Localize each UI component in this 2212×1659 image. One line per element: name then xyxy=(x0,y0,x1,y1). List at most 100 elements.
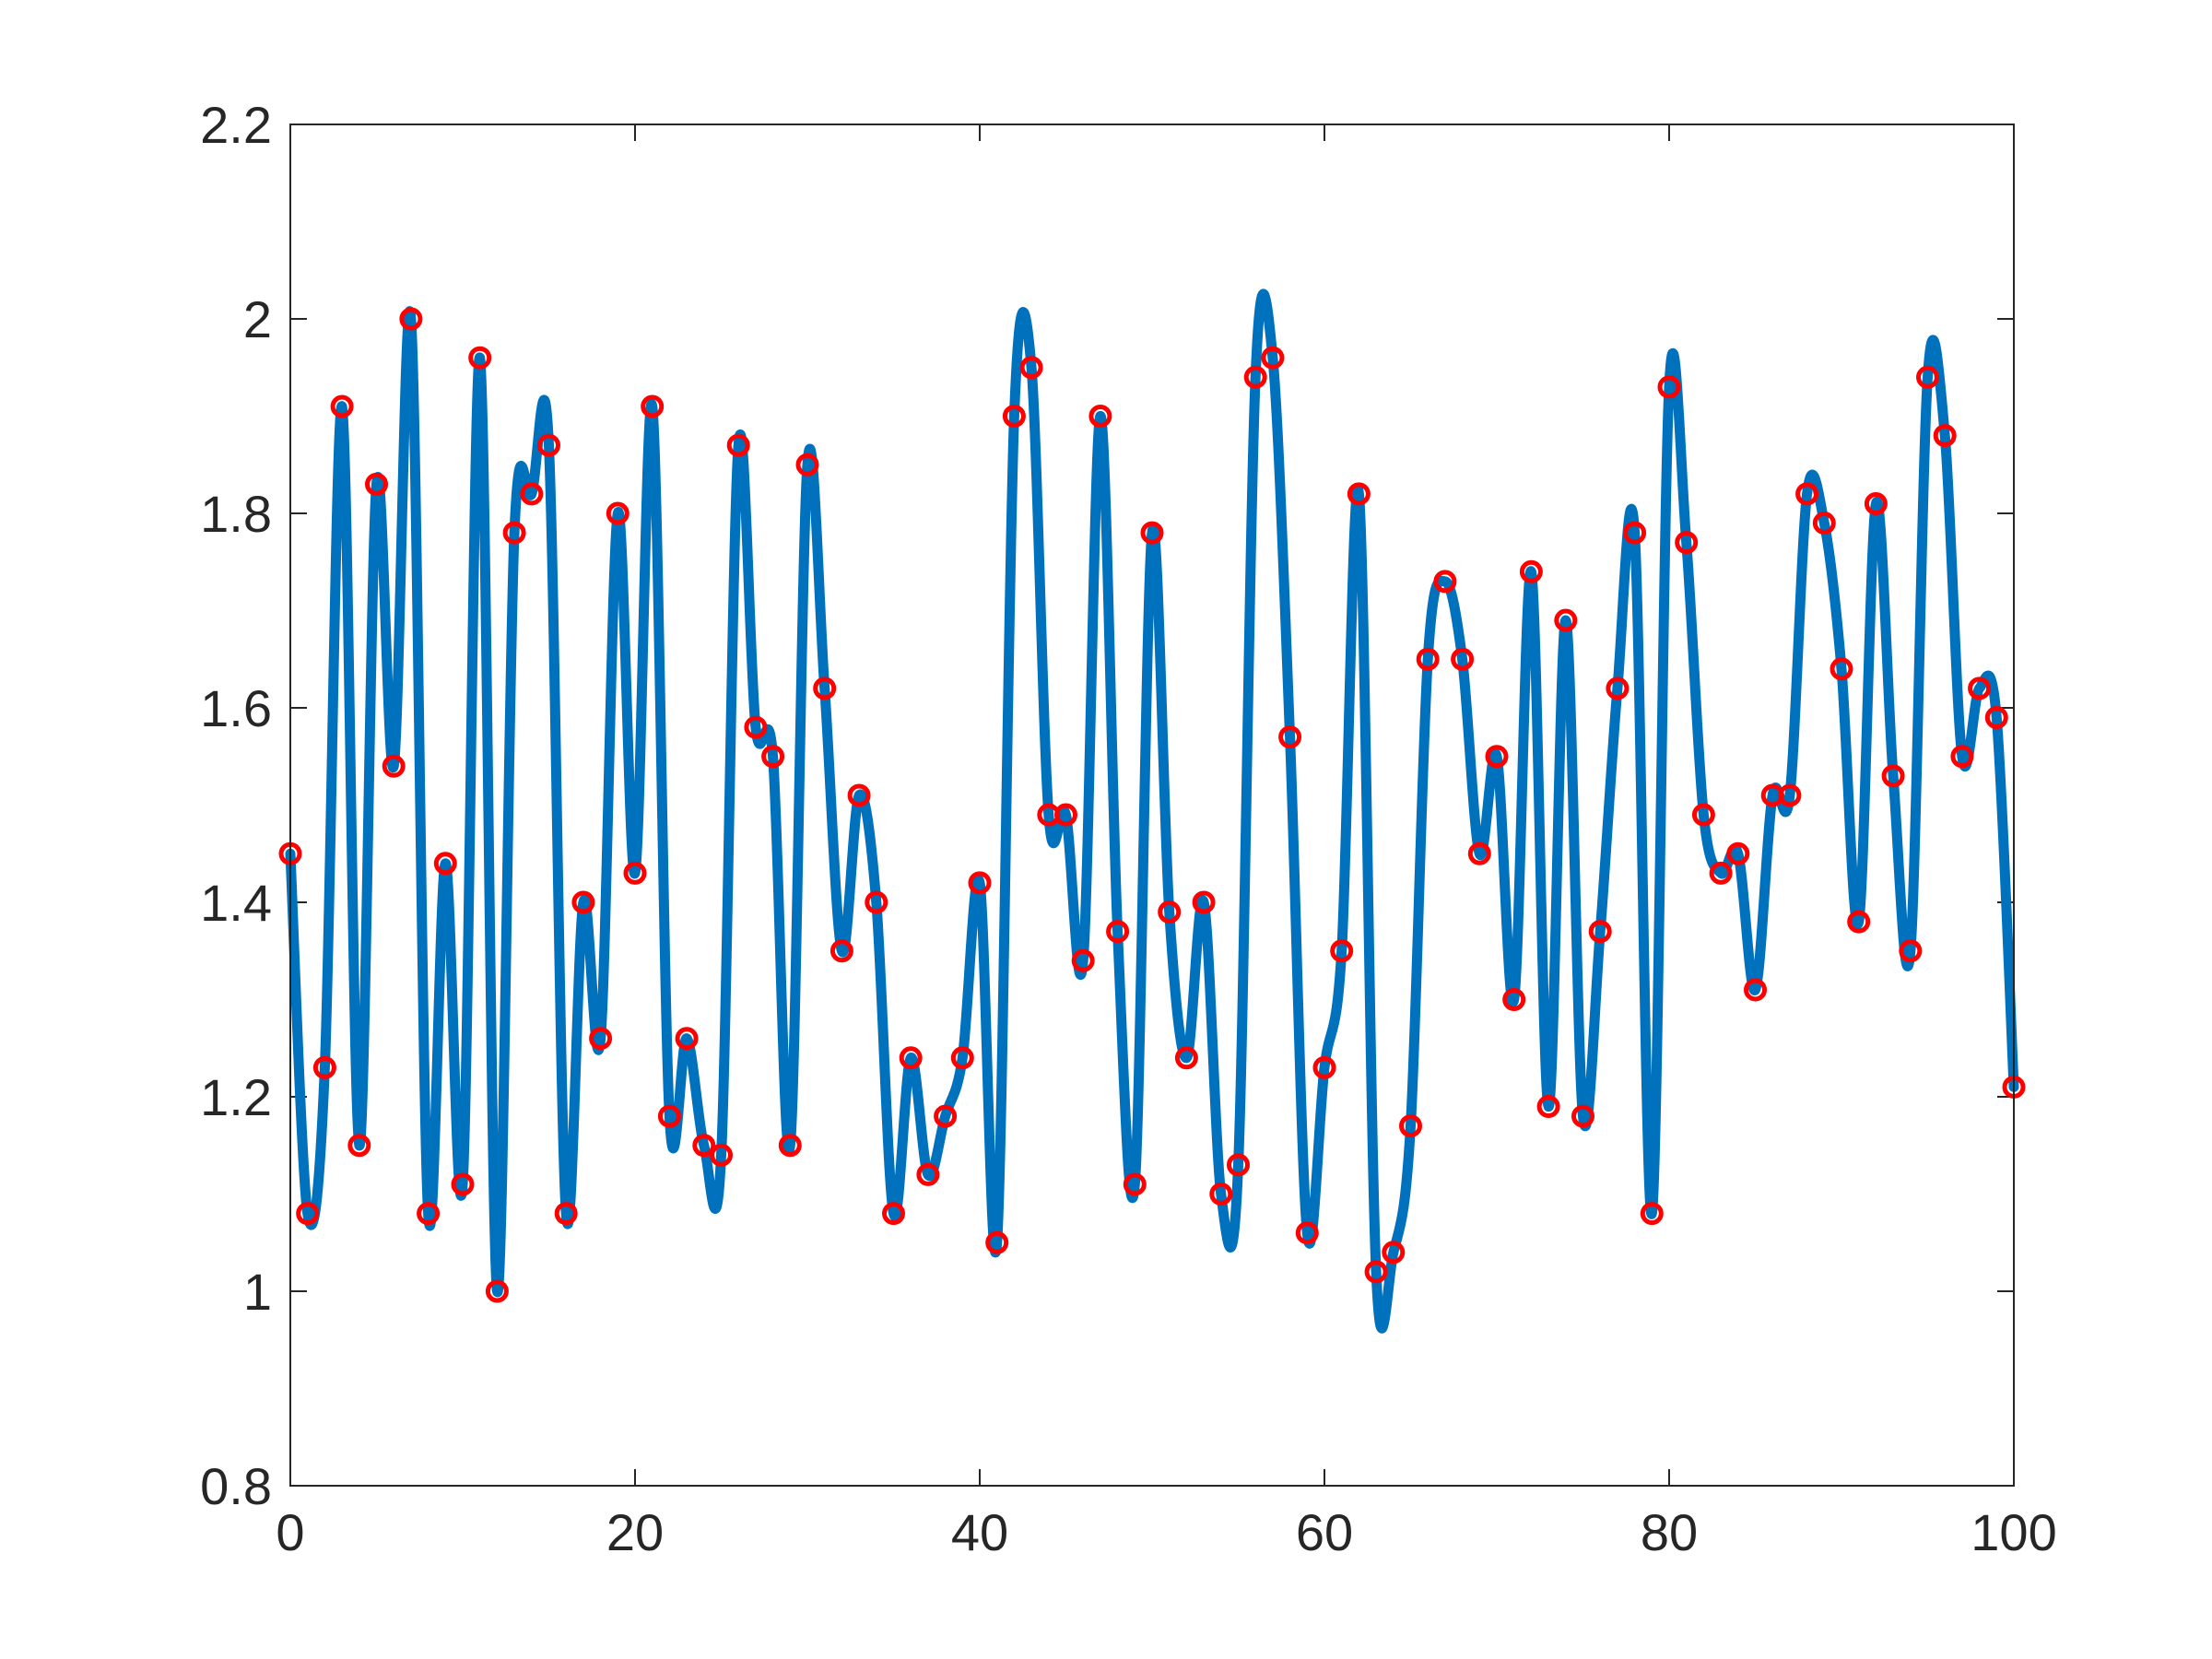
x-tick-label: 60 xyxy=(1296,1503,1353,1561)
data-point-marker xyxy=(296,1202,320,1226)
data-point-marker xyxy=(1899,939,1923,963)
data-point-marker xyxy=(1467,841,1491,865)
data-point-marker xyxy=(1002,405,1026,428)
data-point-marker xyxy=(502,521,526,545)
data-point-marker xyxy=(1950,745,1974,769)
data-point-marker xyxy=(1485,745,1509,769)
data-point-marker xyxy=(1778,783,1802,807)
data-point-marker xyxy=(710,1143,733,1167)
data-point-marker xyxy=(1433,570,1457,594)
data-point-marker xyxy=(1019,356,1043,380)
data-point-marker xyxy=(1312,1055,1336,1079)
data-point-marker xyxy=(399,307,423,331)
data-point-marker xyxy=(1399,1114,1422,1138)
data-point-marker xyxy=(433,852,457,876)
y-tick-label: 2 xyxy=(243,290,272,348)
data-point-marker xyxy=(1330,939,1354,963)
data-point-marker xyxy=(623,861,647,885)
data-point-marker xyxy=(347,1134,371,1158)
data-point-marker xyxy=(1933,424,1957,448)
data-point-marker xyxy=(1968,677,1992,700)
data-point-marker xyxy=(330,394,354,418)
axes-box xyxy=(289,124,2015,1487)
data-point-marker xyxy=(1054,803,1077,827)
data-point-marker xyxy=(934,1104,958,1128)
y-tick-label: 1.4 xyxy=(200,874,272,932)
data-point-marker xyxy=(1209,1182,1233,1206)
data-point-marker xyxy=(1227,1153,1250,1177)
data-point-marker xyxy=(1830,657,1853,681)
data-point-marker xyxy=(813,677,837,700)
series-marker-layer xyxy=(278,307,2026,1303)
data-point-marker xyxy=(847,783,871,807)
data-point-marker xyxy=(1502,988,1526,1011)
data-point-marker xyxy=(382,754,406,778)
data-point-marker xyxy=(520,482,544,506)
data-point-marker xyxy=(830,939,853,963)
data-point-marker xyxy=(1744,978,1767,1002)
y-tick-label: 1.2 xyxy=(200,1068,272,1126)
data-point-marker xyxy=(1640,1202,1664,1226)
x-tick-label: 100 xyxy=(1971,1503,2056,1561)
data-point-marker xyxy=(1416,647,1440,671)
data-point-marker xyxy=(778,1134,802,1158)
data-point-marker xyxy=(1278,725,1302,749)
data-point-marker xyxy=(365,472,388,496)
data-point-marker xyxy=(468,346,492,370)
data-point-marker xyxy=(1812,512,1836,535)
y-tick-label: 0.8 xyxy=(200,1457,272,1515)
data-point-marker xyxy=(692,1134,716,1158)
data-point-marker xyxy=(1657,375,1681,399)
data-point-marker xyxy=(1881,764,1905,788)
data-point-marker xyxy=(537,433,560,457)
data-point-marker xyxy=(589,1027,613,1051)
data-point-marker xyxy=(899,1046,923,1070)
x-tick-label: 80 xyxy=(1641,1503,1698,1561)
data-point-marker xyxy=(1623,521,1647,545)
data-point-marker xyxy=(1675,531,1699,555)
data-point-marker xyxy=(1261,346,1285,370)
x-tick-label: 40 xyxy=(951,1503,1008,1561)
data-point-marker xyxy=(1554,608,1578,632)
y-tick-label: 1.6 xyxy=(200,679,272,737)
data-point-marker xyxy=(726,433,750,457)
data-point-marker xyxy=(417,1202,441,1226)
data-point-marker xyxy=(1691,803,1715,827)
x-tick-label: 20 xyxy=(606,1503,664,1561)
data-point-marker xyxy=(641,394,665,418)
data-point-marker xyxy=(485,1279,509,1303)
data-point-marker xyxy=(1864,491,1888,515)
data-point-marker xyxy=(1192,890,1216,914)
data-point-marker xyxy=(1588,920,1612,944)
data-point-marker xyxy=(882,1202,905,1226)
data-point-marker xyxy=(1709,861,1733,885)
data-point-marker xyxy=(1451,647,1475,671)
data-point-marker xyxy=(1726,841,1750,865)
data-point-marker xyxy=(1123,1172,1147,1196)
data-point-marker xyxy=(1174,1046,1198,1070)
data-point-marker xyxy=(1158,900,1182,924)
data-point-marker xyxy=(554,1202,578,1226)
x-tick-label: 0 xyxy=(276,1503,304,1561)
data-point-marker xyxy=(950,1046,974,1070)
data-point-marker xyxy=(1106,920,1130,944)
data-point-marker xyxy=(916,1162,940,1186)
data-point-marker xyxy=(1571,1104,1594,1128)
data-point-marker xyxy=(1243,365,1267,389)
data-point-marker xyxy=(1536,1095,1560,1119)
data-point-marker xyxy=(744,715,768,739)
data-point-marker xyxy=(968,871,992,895)
data-point-marker xyxy=(1795,482,1819,506)
data-point-marker xyxy=(675,1027,699,1051)
data-point-marker xyxy=(1140,521,1164,545)
tick-labels: 0 20 40 60 80 100 0.8 1 1.2 1.4 1.6 1.8 2 2.2 xyxy=(200,96,2057,1561)
data-point-marker xyxy=(1847,910,1871,934)
data-point-marker xyxy=(1364,1260,1388,1284)
data-point-marker xyxy=(657,1104,681,1128)
data-point-marker xyxy=(865,890,888,914)
data-point-marker xyxy=(1088,405,1112,428)
plot-area xyxy=(290,124,2014,1486)
data-point-marker xyxy=(451,1172,475,1196)
